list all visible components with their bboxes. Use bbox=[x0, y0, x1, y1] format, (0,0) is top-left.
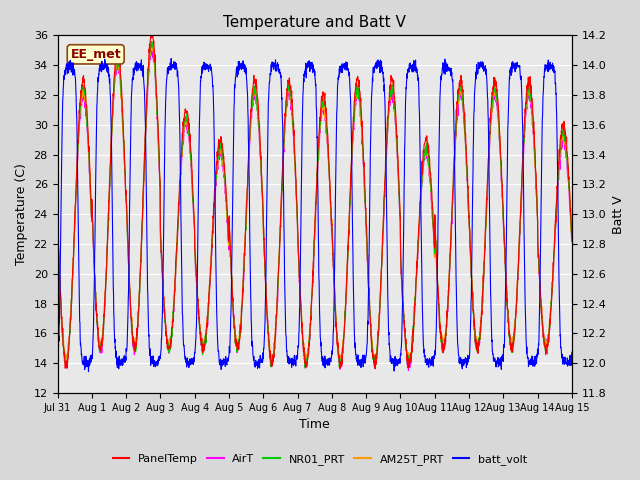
Y-axis label: Temperature (C): Temperature (C) bbox=[15, 163, 28, 265]
Title: Temperature and Batt V: Temperature and Batt V bbox=[223, 15, 406, 30]
Legend: PanelTemp, AirT, NR01_PRT, AM25T_PRT, batt_volt: PanelTemp, AirT, NR01_PRT, AM25T_PRT, ba… bbox=[108, 450, 532, 469]
Y-axis label: Batt V: Batt V bbox=[612, 195, 625, 234]
X-axis label: Time: Time bbox=[300, 419, 330, 432]
Text: EE_met: EE_met bbox=[70, 48, 121, 61]
